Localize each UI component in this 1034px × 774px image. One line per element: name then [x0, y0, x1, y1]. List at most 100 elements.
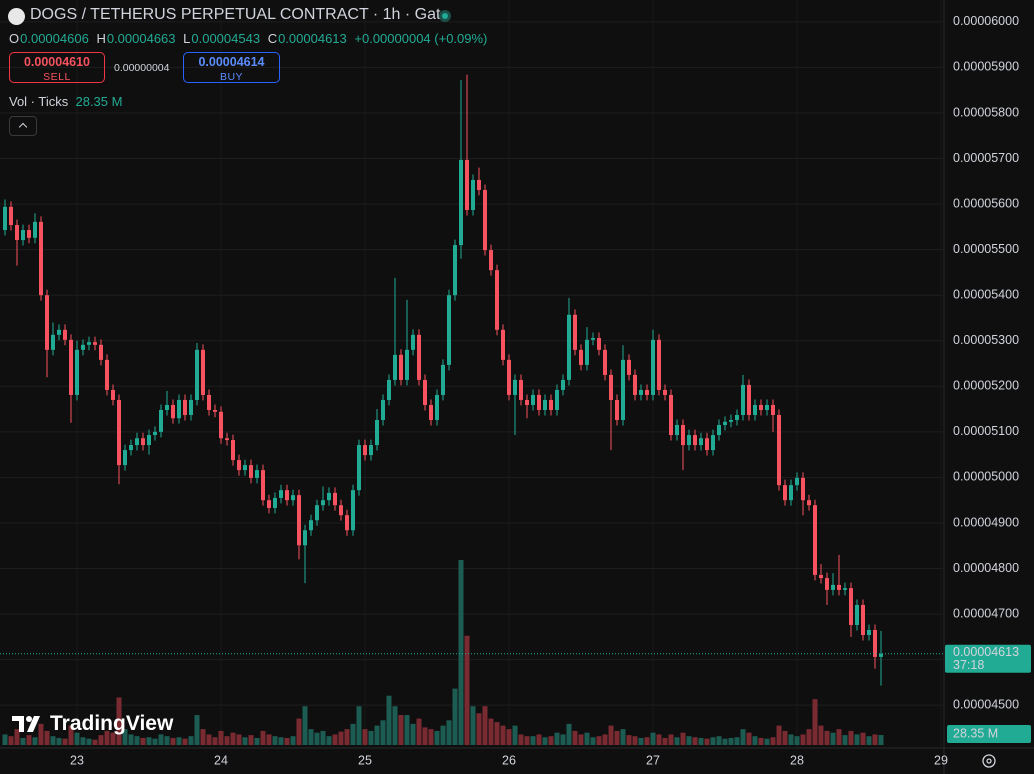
candle-body [681, 425, 685, 446]
candle-body [399, 354, 403, 380]
candle-body [525, 399, 529, 405]
candle-body [453, 245, 457, 296]
candle-body [843, 588, 847, 590]
candle-body [741, 384, 745, 415]
sell-button[interactable]: 0.00004610 SELL [9, 52, 105, 83]
candle-body [333, 492, 337, 506]
candle-body [315, 505, 319, 521]
candle-body [417, 334, 421, 380]
volume-bar [464, 635, 470, 745]
volume-bar [752, 736, 758, 745]
volume-bar [374, 725, 380, 745]
volume-bar [500, 725, 506, 745]
candle-body [309, 520, 313, 531]
candle-body [717, 425, 721, 436]
market-status[interactable] [439, 10, 451, 22]
volume-bar [566, 723, 572, 745]
spread: 0.00000004 [114, 62, 170, 74]
volume-bar [656, 734, 662, 745]
candle-body [867, 630, 871, 636]
candle-body [531, 394, 535, 405]
candle-body [447, 295, 451, 365]
candle-body [651, 339, 655, 395]
candle-body [363, 445, 367, 456]
candle-body [213, 409, 217, 412]
y-tick-label: 0.00004700 [953, 606, 1019, 620]
volume-bar [878, 735, 884, 745]
y-tick-label: 0.00005500 [953, 242, 1019, 256]
candle-body [15, 225, 19, 241]
candle-body [879, 653, 883, 657]
volume-bar [350, 723, 356, 745]
candle-body [807, 500, 811, 506]
candle-body [441, 364, 445, 395]
volume-bar [626, 735, 632, 745]
logo-mark [12, 716, 40, 732]
volume-bar [524, 736, 530, 745]
volume-bar [368, 730, 374, 745]
volume-bar [314, 732, 320, 745]
candle-body [783, 485, 787, 501]
volume-bar [194, 715, 200, 745]
candle-body [183, 399, 187, 415]
volume-bar [590, 737, 596, 745]
volume-bar [80, 737, 86, 745]
volume-bar [536, 734, 542, 745]
volume-bar [494, 722, 500, 745]
volume-bar [842, 735, 848, 745]
logo-text: TradingView [50, 712, 174, 735]
volume-bar [290, 736, 296, 745]
x-tick-label: 26 [502, 753, 516, 767]
volume-bar [650, 732, 656, 745]
volume-bar [164, 736, 170, 745]
volume-bar [560, 734, 566, 745]
volume-bar [320, 730, 326, 745]
candle-body [765, 404, 769, 410]
buy-button[interactable]: 0.00004614 BUY [183, 52, 280, 83]
ohlc-value: 0.00004663 [106, 31, 176, 46]
volume-bar [152, 738, 158, 745]
candle-body [519, 379, 523, 400]
candle-body [411, 334, 415, 350]
volume-bar [140, 737, 146, 745]
volume-bar [302, 706, 308, 745]
candle-body [513, 379, 517, 395]
candle-body [345, 515, 349, 531]
x-tick-label: 25 [358, 753, 372, 767]
candle-body [39, 221, 43, 296]
volume-bar [446, 720, 452, 745]
y-tick-label: 0.00004800 [953, 561, 1019, 575]
last-price-label: 0.00004613 [953, 645, 1019, 659]
candle-body [585, 339, 589, 365]
volume-bar [740, 729, 746, 745]
volume-bar [800, 734, 806, 745]
candle-body [69, 339, 73, 395]
settings-icon[interactable] [982, 754, 996, 768]
candle-body [639, 389, 643, 395]
candle-body [645, 389, 649, 395]
last-price-badge [945, 644, 1031, 673]
y-tick-label: 0.00005900 [953, 60, 1019, 74]
x-tick-label: 27 [646, 753, 660, 767]
collapse-button[interactable] [9, 116, 37, 136]
candle-body [627, 359, 631, 375]
candle-body [831, 584, 835, 590]
volume-bar [20, 737, 26, 745]
volume-bar [260, 730, 266, 745]
candle-body [537, 394, 541, 410]
candle-body [57, 329, 61, 335]
volume-bar [416, 718, 422, 745]
candle-body [501, 329, 505, 360]
candle-body [351, 490, 355, 531]
volume-bar [758, 737, 764, 745]
volume-bar [218, 730, 224, 745]
candle-body [753, 404, 757, 415]
grid [0, 0, 944, 748]
y-tick-label: 0.00005800 [953, 105, 1019, 119]
volume-bar [692, 737, 698, 745]
candles [3, 74, 883, 686]
candle-body [801, 477, 805, 501]
y-tick-label: 0.00005000 [953, 470, 1019, 484]
candle-body [573, 314, 577, 350]
y-tick-label: 0.00005200 [953, 379, 1019, 393]
